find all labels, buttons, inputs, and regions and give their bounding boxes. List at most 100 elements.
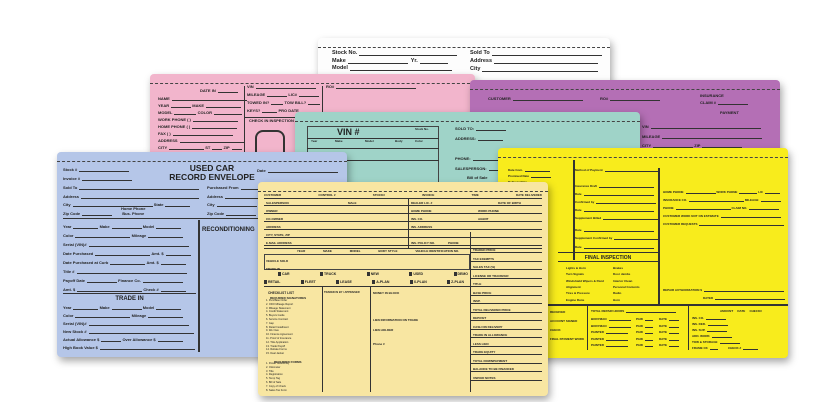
checkbox-option[interactable]: TRUCK <box>320 272 336 276</box>
label: WORK PHONE ( ) <box>158 117 191 122</box>
label: LIC# <box>288 92 298 97</box>
label: City <box>470 66 481 72</box>
form-field: PAID <box>636 330 653 334</box>
form-field: PAINTER <box>591 337 628 341</box>
form-field: FRAME CK <box>692 346 718 350</box>
title-line: USED CAR <box>189 163 235 173</box>
form-field: PAID <box>636 317 653 321</box>
label: DATE IN <box>200 88 216 93</box>
form-field: TOW & STORAGE <box>692 340 740 344</box>
list-item: 12. Title Application <box>266 340 289 344</box>
checkbox-option[interactable]: DEMO <box>453 272 468 276</box>
col-header: DATE <box>737 309 746 313</box>
checkbox-option[interactable]: X-PLAN <box>409 280 427 284</box>
form-field: LICENSE OR TRANSFER <box>473 274 509 278</box>
checkbox-label: TOW & STORAGE <box>692 340 718 344</box>
list-item: 9. We Owe <box>266 329 279 333</box>
label: TOTAL DOWNPAYMENT <box>473 358 508 363</box>
checkbox-label: Brakes <box>613 266 624 270</box>
cell-label: Make <box>335 139 343 143</box>
form-field: CO-OWNER <box>266 217 283 221</box>
list-item: 8. Retail Installment <box>266 325 289 329</box>
checkbox-option[interactable]: CAR <box>278 272 290 276</box>
label: TRADED IN BY / APPRAISER <box>324 291 360 294</box>
label: Stock # <box>63 167 78 172</box>
form-field: Radio <box>613 291 621 295</box>
label: DEPOSIT <box>473 316 487 320</box>
list-item: 2. Odometer <box>266 365 281 369</box>
label: TRADE EQUITY <box>473 350 496 354</box>
label: PAID <box>636 336 643 341</box>
checkbox-option[interactable]: FLEET <box>300 280 316 284</box>
label: Date <box>257 168 266 173</box>
header-label: STOCK# <box>372 193 385 197</box>
label: RO# <box>326 84 335 89</box>
label: MODEL <box>158 110 173 115</box>
form-field: SALES TAX (%) <box>473 265 495 269</box>
label: ST <box>205 145 211 150</box>
form-field: ADDRESS <box>266 225 281 229</box>
label: Stock No. <box>332 50 358 56</box>
form-field: TAX EXEMPTS <box>473 257 494 261</box>
form-field: Personal Contents <box>613 285 640 289</box>
label: SOLD TO: <box>455 126 475 131</box>
label: TAX EXEMPTS <box>473 256 494 261</box>
label: TOTAL DELIVERED PRICE <box>473 307 511 312</box>
cell-label: Body <box>395 139 403 143</box>
header-label: INVOICE <box>422 193 435 197</box>
checkbox-option[interactable]: Z-PLAN <box>447 280 464 284</box>
label: Insurance Draft <box>575 184 598 188</box>
label: Address <box>207 194 224 199</box>
form-field: BODYMAN <box>591 317 631 321</box>
deal-jacket-envelope-cream: CUSTOMER CONTROL # STOCK# INVOICE TIME DATE D… <box>258 182 548 396</box>
list-item: 14. Rebate Forms <box>266 348 287 352</box>
form-field: BODYMAN <box>591 324 631 328</box>
checkbox-option[interactable]: LEASE <box>336 280 352 284</box>
label: DATE <box>659 336 667 341</box>
label: ADDRESS <box>158 138 178 143</box>
list-item: 1. Power of Attorney <box>266 362 290 365</box>
form-field: HOME PHONE <box>411 209 432 213</box>
checkbox-option[interactable]: A-PLAN <box>372 280 389 284</box>
label: Home Phone <box>121 206 146 211</box>
form-field: E-MAIL ADDRESS <box>266 241 292 245</box>
label: CHECKLIST LIST <box>268 291 295 295</box>
label: Date Com. <box>508 168 523 172</box>
label: SALES TAX (%) <box>473 265 496 269</box>
form-field: Horn <box>613 298 620 302</box>
checkbox-label: Tires & Pressure <box>566 291 590 296</box>
label: REQUIRED SIGNATURES <box>270 296 307 300</box>
label: Actual Allowance $ <box>63 337 100 342</box>
form-field: Windshield Wipers & Fluid <box>566 279 604 283</box>
list-item: 1. Purchase Order <box>266 299 288 302</box>
form-field: CHECK <box>550 328 561 332</box>
form-field: PAINTER <box>591 343 628 347</box>
column-header: VEHICLE IDENTIFICATION NO. <box>415 249 460 253</box>
list-item: 13. Trade Payoff <box>266 344 285 348</box>
label: High Book Value $ <box>63 345 98 350</box>
checkbox-option[interactable]: NEW <box>366 272 379 276</box>
label: Bill of Sale <box>467 175 488 180</box>
label: Year <box>63 224 72 229</box>
form-field: LESS LIEN <box>473 342 489 346</box>
label: TRADE IN ALLOWANCE <box>473 333 508 337</box>
list-item: 4. Registration <box>266 373 283 377</box>
checkbox-option[interactable]: USED <box>409 272 423 276</box>
column-header: YEAR <box>296 249 306 253</box>
checkbox-label: INS. CO. <box>692 316 705 320</box>
list-item: 3. Title <box>266 369 274 373</box>
list-item: 7. Copy of Check <box>266 384 286 388</box>
label: Mileage <box>131 233 147 238</box>
checkbox-label: Alignment <box>566 284 581 289</box>
label: ADDRESS: <box>455 136 476 141</box>
label: DATE <box>659 343 667 347</box>
label: RO# <box>600 96 609 101</box>
checkbox-option[interactable]: RETAIL <box>264 280 280 284</box>
label: Check # <box>143 287 159 292</box>
label: Confirmed by <box>575 200 595 204</box>
label: REQUIRED FORMS <box>274 360 302 364</box>
label: CUSTOMER WORK NOT ON ESTIMATE <box>663 214 719 218</box>
label: CASH ON DELIVERY <box>473 324 503 329</box>
form-field: TRADE IN ALLOWANCE <box>473 333 507 337</box>
trade-in-heading: TRADE IN <box>115 296 144 302</box>
